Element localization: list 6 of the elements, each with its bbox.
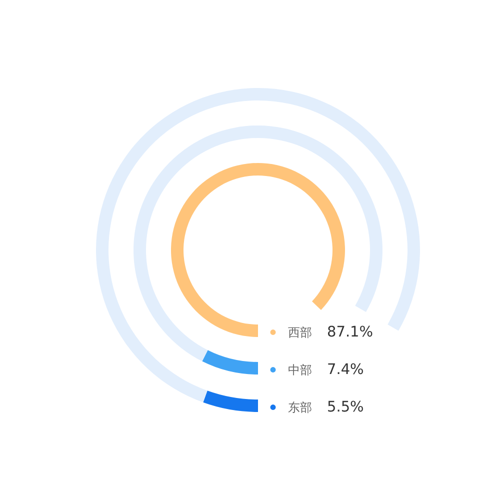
legend-label: 东部 bbox=[288, 400, 312, 414]
legend-label: 中部 bbox=[288, 362, 312, 377]
legend-label: 西部 bbox=[288, 325, 312, 340]
data-label: 87.1% bbox=[327, 324, 374, 340]
data-label: 7.4% bbox=[327, 362, 364, 378]
data-label: 5.5% bbox=[327, 399, 364, 416]
